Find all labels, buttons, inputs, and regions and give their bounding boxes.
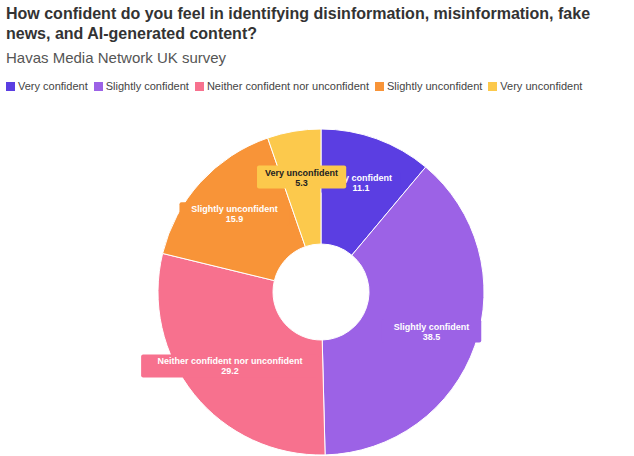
html-text:Very unconfident: Very unconfident xyxy=(500,80,583,92)
html-text:Slightly confident: Slightly confident xyxy=(105,80,189,92)
svg-text:Very unconfident: Very unconfident xyxy=(265,168,338,178)
svg-text:11.1: 11.1 xyxy=(352,183,369,193)
svg-text:15.9: 15.9 xyxy=(226,214,244,224)
svg-text:Neither confident nor unconfid: Neither confident nor unconfident xyxy=(157,356,302,366)
html-text:Havas Media Network UK survey: Havas Media Network UK survey xyxy=(6,49,227,66)
html-text:Very confident: Very confident xyxy=(18,80,88,92)
svg-text:Slightly unconfident: Slightly unconfident xyxy=(191,204,278,214)
svg-text:5.3: 5.3 xyxy=(295,178,308,188)
html-text:Neither confident nor unconfid: Neither confident nor unconfident xyxy=(206,80,369,92)
svg-text:29.2: 29.2 xyxy=(221,366,239,376)
svg-text:38.5: 38.5 xyxy=(423,332,441,342)
svg-text:Very confident: Very confident xyxy=(330,173,392,183)
svg-text:Slightly confident: Slightly confident xyxy=(394,322,470,332)
html-text:Slightly unconfident: Slightly unconfident xyxy=(387,80,483,92)
html-text:How confident do you feel in i: How confident do you feel in identifying… xyxy=(6,5,590,42)
